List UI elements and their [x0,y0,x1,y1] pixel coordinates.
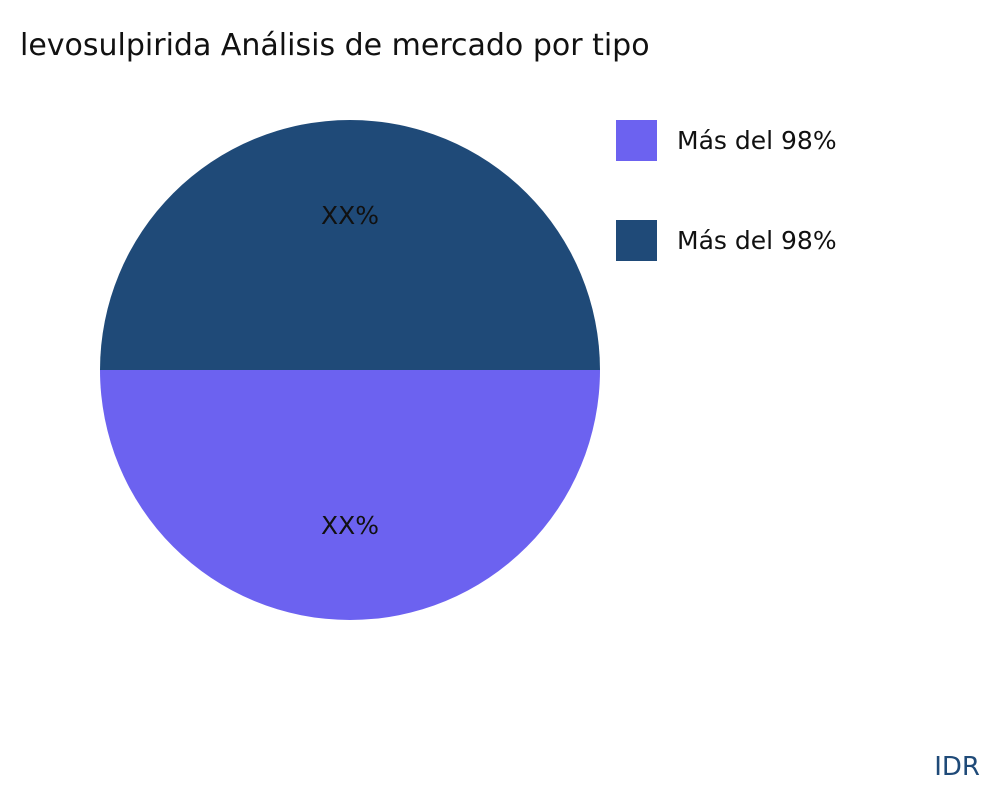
legend-item[interactable]: Más del 98% [616,220,837,261]
brand-logo-text: IDR [934,752,980,782]
pie-slice[interactable] [100,370,600,620]
chart-title: levosulpirida Análisis de mercado por ti… [20,28,650,63]
slice-data-label: XX% [321,511,379,540]
legend-label: Más del 98% [677,226,837,255]
pie-slice[interactable] [100,120,600,370]
legend-swatch [616,120,657,161]
legend-item[interactable]: Más del 98% [616,120,837,161]
slice-data-label: XX% [321,201,379,230]
legend-swatch [616,220,657,261]
legend-label: Más del 98% [677,126,837,155]
